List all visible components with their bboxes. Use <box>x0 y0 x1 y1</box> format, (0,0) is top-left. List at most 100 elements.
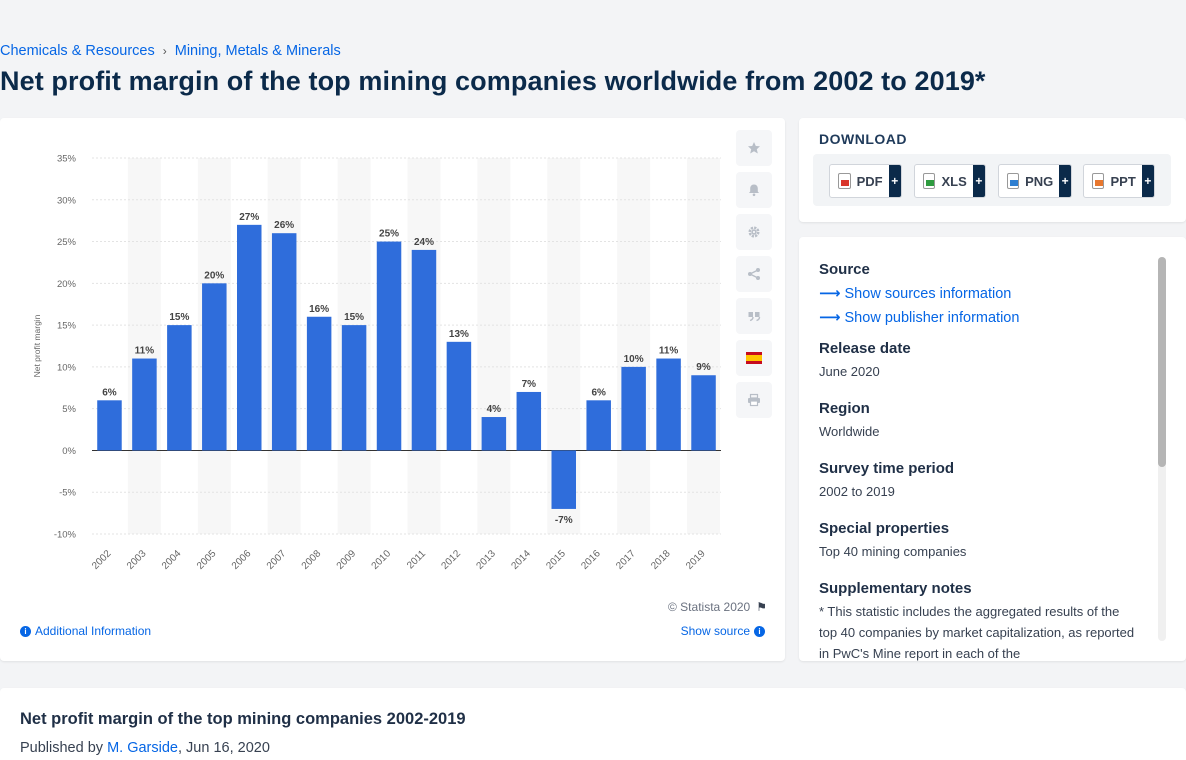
special-properties-value: Top 40 mining companies <box>819 541 1139 562</box>
data-label-2002: 6% <box>102 387 117 398</box>
bar-2010 <box>377 242 402 451</box>
plus-icon: + <box>1059 165 1071 197</box>
png-file-icon <box>1007 173 1019 189</box>
data-label-2010: 25% <box>379 229 399 240</box>
bar-2018 <box>656 359 681 451</box>
x-tick-label-2009: 2009 <box>335 548 359 572</box>
x-tick-label-2002: 2002 <box>90 548 114 572</box>
download-ppt-button[interactable]: PPT + <box>1083 164 1155 198</box>
download-card: DOWNLOAD PDF + XLS + PNG + PPT + <box>799 118 1186 222</box>
survey-period-value: 2002 to 2019 <box>819 481 1139 502</box>
data-label-2008: 16% <box>309 304 329 315</box>
info-icon: i <box>754 626 765 637</box>
bar-2019 <box>691 375 716 450</box>
data-label-2007: 26% <box>274 220 294 231</box>
bar-2007 <box>272 233 297 450</box>
info-scrollbar-thumb[interactable] <box>1158 257 1166 467</box>
bar-2005 <box>202 283 227 450</box>
spain-flag-icon[interactable] <box>736 340 772 376</box>
release-date-value: June 2020 <box>819 361 1139 382</box>
bar-2006 <box>237 225 262 451</box>
region-value: Worldwide <box>819 421 1139 442</box>
download-png-button[interactable]: PNG + <box>998 164 1072 198</box>
download-pdf-label: PDF <box>857 174 883 189</box>
data-label-2004: 15% <box>169 312 189 323</box>
download-ppt-label: PPT <box>1110 174 1135 189</box>
publish-date: , Jun 16, 2020 <box>178 740 270 756</box>
download-pdf-button[interactable]: PDF + <box>829 164 902 198</box>
bar-2009 <box>342 325 367 450</box>
gear-icon[interactable] <box>736 214 772 250</box>
statistic-info-card: Source ⟶ Show sources information ⟶ Show… <box>799 237 1186 661</box>
data-label-2014: 7% <box>522 379 537 390</box>
breadcrumb: Chemicals & Resources › Mining, Metals &… <box>0 43 341 59</box>
release-date-label: Release date <box>819 340 1139 357</box>
x-tick-label-2004: 2004 <box>160 548 184 572</box>
source-label: Source <box>819 261 1139 278</box>
data-label-2013: 4% <box>487 404 502 415</box>
arrow-right-icon: ⟶ <box>819 306 841 330</box>
data-label-2015: -7% <box>555 515 573 526</box>
show-publisher-link[interactable]: ⟶ Show publisher information <box>819 306 1139 330</box>
x-tick-label-2003: 2003 <box>125 548 149 572</box>
show-source-label: Show source <box>681 624 750 638</box>
author-link[interactable]: M. Garside <box>107 740 178 756</box>
breadcrumb-chemicals-resources[interactable]: Chemicals & Resources <box>0 43 155 59</box>
y-tick-label: -5% <box>59 488 76 499</box>
bar-2016 <box>586 400 611 450</box>
y-tick-label: 35% <box>57 154 77 165</box>
bar-2003 <box>132 359 157 451</box>
bar-2013 <box>482 417 507 450</box>
x-tick-label-2005: 2005 <box>195 548 219 572</box>
bar-2012 <box>447 342 472 451</box>
bell-icon[interactable] <box>736 172 772 208</box>
show-source-link[interactable]: Show source i <box>681 624 765 638</box>
quote-icon[interactable] <box>736 298 772 334</box>
report-flag-icon[interactable]: ⚑ <box>756 600 767 614</box>
additional-information-link[interactable]: i Additional Information <box>20 624 151 638</box>
x-tick-label-2012: 2012 <box>440 548 464 572</box>
info-scrollbar[interactable] <box>1158 257 1166 641</box>
supplementary-notes-value: * This statistic includes the aggregated… <box>819 601 1139 661</box>
x-tick-label-2014: 2014 <box>509 548 533 572</box>
download-heading: DOWNLOAD <box>819 131 907 147</box>
show-sources-label: Show sources information <box>845 282 1012 306</box>
supplementary-notes-label: Supplementary notes <box>819 580 1139 597</box>
data-label-2017: 10% <box>624 354 644 365</box>
bar-chart: 35% 30% 25% 20% 15% 10% 5% 0% -5% -10% Net profit … <box>0 118 730 588</box>
x-tick-label-2006: 2006 <box>230 548 254 572</box>
bar-2017 <box>621 367 646 451</box>
x-tick-label-2011: 2011 <box>405 548 428 571</box>
download-xls-button[interactable]: XLS + <box>914 164 986 198</box>
chart-card: 35% 30% 25% 20% 15% 10% 5% 0% -5% -10% Net profit … <box>0 118 785 661</box>
breadcrumb-separator-icon: › <box>163 44 167 58</box>
download-png-label: PNG <box>1025 174 1053 189</box>
star-icon[interactable] <box>736 130 772 166</box>
y-tick-label: 15% <box>57 321 77 332</box>
data-label-2005: 20% <box>204 270 224 281</box>
published-by-label: Published by <box>20 740 103 756</box>
bar-2004 <box>167 325 192 450</box>
column-band <box>617 158 650 534</box>
y-tick-label: -10% <box>54 530 77 541</box>
info-content: Source ⟶ Show sources information ⟶ Show… <box>819 261 1139 661</box>
bar-2002 <box>97 400 122 450</box>
print-icon[interactable] <box>736 382 772 418</box>
xls-file-icon <box>923 173 935 189</box>
region-label: Region <box>819 400 1139 417</box>
x-tick-label-2013: 2013 <box>474 548 498 572</box>
data-label-2009: 15% <box>344 312 364 323</box>
info-icon: i <box>20 626 31 637</box>
page-title: Net profit margin of the top mining comp… <box>0 66 986 97</box>
plus-icon: + <box>973 165 985 197</box>
published-by: Published by M. Garside, Jun 16, 2020 <box>20 740 270 756</box>
show-sources-link[interactable]: ⟶ Show sources information <box>819 282 1139 306</box>
x-tick-label-2007: 2007 <box>265 548 289 572</box>
bar-2014 <box>517 392 542 450</box>
breadcrumb-mining-metals-minerals[interactable]: Mining, Metals & Minerals <box>175 43 341 59</box>
arrow-right-icon: ⟶ <box>819 282 841 306</box>
share-icon[interactable] <box>736 256 772 292</box>
x-tick-label-2019: 2019 <box>684 548 708 572</box>
download-buttons: PDF + XLS + PNG + PPT + <box>813 154 1171 206</box>
y-tick-label: 25% <box>57 237 77 248</box>
